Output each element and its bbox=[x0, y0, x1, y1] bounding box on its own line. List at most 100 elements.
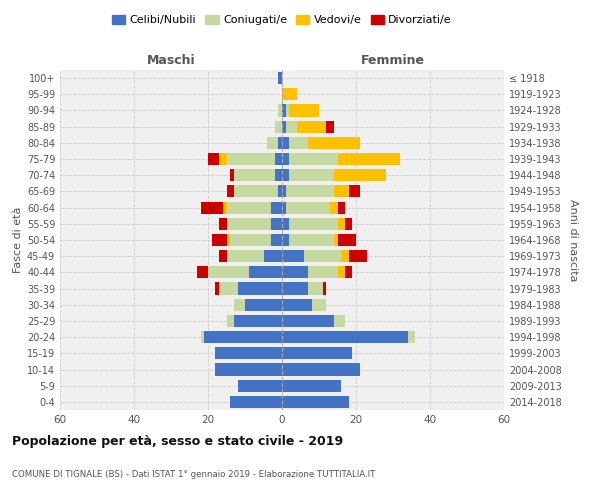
Bar bbox=[323, 282, 326, 294]
Bar bbox=[197, 266, 208, 278]
Bar bbox=[408, 331, 415, 343]
Bar bbox=[282, 120, 286, 132]
Bar bbox=[349, 250, 367, 262]
Bar bbox=[282, 169, 289, 181]
Bar bbox=[337, 234, 356, 246]
Bar bbox=[215, 282, 219, 294]
Bar bbox=[334, 234, 337, 246]
Bar bbox=[215, 364, 282, 376]
Bar bbox=[234, 298, 245, 311]
Bar bbox=[271, 218, 282, 230]
Legend: Celibi/Nubili, Coniugati/e, Vedovi/e, Divorziati/e: Celibi/Nubili, Coniugati/e, Vedovi/e, Di… bbox=[107, 10, 457, 30]
Bar bbox=[263, 250, 282, 262]
Bar bbox=[208, 153, 219, 165]
Bar bbox=[337, 153, 400, 165]
Bar bbox=[337, 202, 345, 213]
Bar bbox=[282, 186, 286, 198]
Bar bbox=[271, 234, 282, 246]
Bar bbox=[227, 202, 271, 213]
Bar bbox=[289, 218, 337, 230]
Bar bbox=[227, 186, 234, 198]
Bar bbox=[282, 282, 308, 294]
Bar bbox=[227, 218, 271, 230]
Bar bbox=[282, 315, 334, 327]
Bar bbox=[282, 234, 289, 246]
Bar bbox=[267, 137, 278, 149]
Bar bbox=[282, 88, 297, 101]
Bar bbox=[227, 315, 234, 327]
Bar bbox=[311, 298, 326, 311]
Bar bbox=[219, 250, 227, 262]
Bar bbox=[289, 137, 308, 149]
Bar bbox=[234, 169, 275, 181]
Bar bbox=[215, 348, 282, 360]
Bar bbox=[212, 234, 227, 246]
Bar bbox=[308, 266, 337, 278]
Bar bbox=[282, 266, 308, 278]
Bar bbox=[234, 186, 278, 198]
Bar bbox=[275, 169, 282, 181]
Text: Maschi: Maschi bbox=[146, 54, 196, 67]
Bar bbox=[282, 380, 341, 392]
Bar bbox=[227, 250, 263, 262]
Bar bbox=[286, 120, 297, 132]
Bar bbox=[349, 186, 360, 198]
Bar bbox=[286, 202, 330, 213]
Bar bbox=[334, 315, 345, 327]
Bar bbox=[278, 104, 282, 117]
Bar bbox=[282, 396, 349, 408]
Bar bbox=[282, 364, 360, 376]
Bar bbox=[200, 202, 223, 213]
Bar bbox=[289, 104, 319, 117]
Bar bbox=[337, 218, 345, 230]
Bar bbox=[297, 120, 326, 132]
Text: COMUNE DI TIGNALE (BS) - Dati ISTAT 1° gennaio 2019 - Elaborazione TUTTITALIA.IT: COMUNE DI TIGNALE (BS) - Dati ISTAT 1° g… bbox=[12, 470, 376, 479]
Bar bbox=[230, 169, 234, 181]
Bar bbox=[341, 250, 349, 262]
Bar bbox=[282, 298, 311, 311]
Bar bbox=[208, 266, 249, 278]
Bar bbox=[227, 234, 230, 246]
Bar bbox=[289, 234, 334, 246]
Bar bbox=[271, 202, 282, 213]
Bar bbox=[330, 202, 337, 213]
Bar bbox=[282, 250, 304, 262]
Bar bbox=[223, 202, 227, 213]
Bar bbox=[286, 104, 289, 117]
Bar bbox=[230, 396, 282, 408]
Bar bbox=[278, 186, 282, 198]
Bar bbox=[275, 153, 282, 165]
Bar bbox=[249, 266, 282, 278]
Bar bbox=[282, 104, 286, 117]
Bar bbox=[345, 266, 352, 278]
Bar bbox=[289, 169, 334, 181]
Bar bbox=[200, 331, 204, 343]
Bar bbox=[326, 120, 334, 132]
Bar bbox=[230, 234, 271, 246]
Bar bbox=[219, 153, 227, 165]
Bar bbox=[278, 137, 282, 149]
Text: Femmine: Femmine bbox=[361, 54, 425, 67]
Bar bbox=[282, 348, 352, 360]
Bar bbox=[282, 202, 286, 213]
Bar bbox=[282, 331, 408, 343]
Bar bbox=[278, 72, 282, 84]
Bar bbox=[282, 137, 289, 149]
Bar bbox=[286, 186, 334, 198]
Bar bbox=[337, 266, 345, 278]
Bar bbox=[282, 218, 289, 230]
Bar bbox=[219, 218, 227, 230]
Bar bbox=[245, 298, 282, 311]
Bar bbox=[234, 315, 282, 327]
Text: Popolazione per età, sesso e stato civile - 2019: Popolazione per età, sesso e stato civil… bbox=[12, 435, 343, 448]
Y-axis label: Fasce di età: Fasce di età bbox=[13, 207, 23, 273]
Bar bbox=[308, 137, 360, 149]
Bar bbox=[304, 250, 341, 262]
Bar bbox=[227, 153, 275, 165]
Y-axis label: Anni di nascita: Anni di nascita bbox=[568, 198, 578, 281]
Bar bbox=[282, 153, 289, 165]
Bar bbox=[219, 282, 238, 294]
Bar bbox=[334, 186, 349, 198]
Bar bbox=[238, 380, 282, 392]
Bar bbox=[204, 331, 282, 343]
